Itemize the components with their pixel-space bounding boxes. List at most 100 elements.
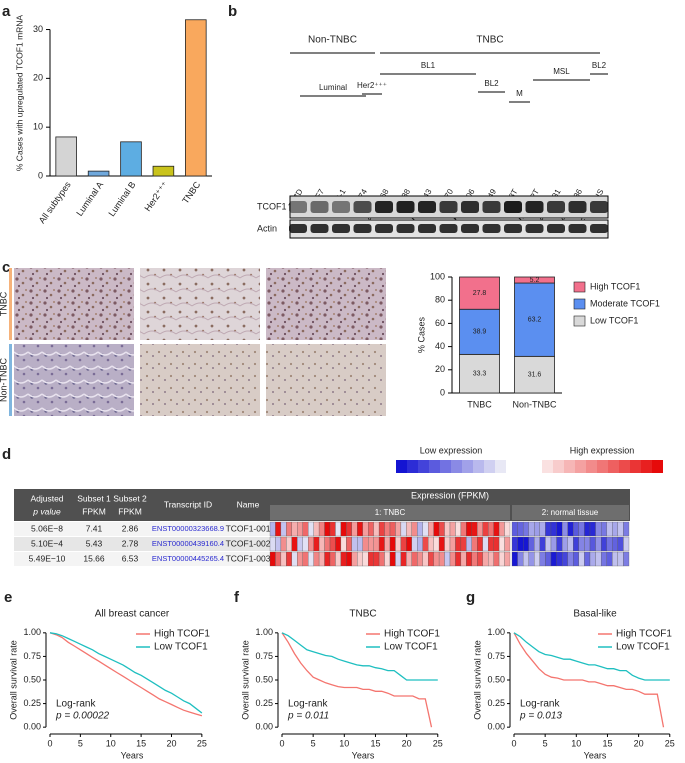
- table-row: [14, 522, 270, 536]
- heat-cell: [428, 551, 434, 567]
- survival-curve: [513, 632, 665, 728]
- heat-cell: [556, 551, 563, 567]
- cell: 5.06E−8: [31, 523, 63, 533]
- scale-cell: [608, 460, 619, 473]
- heat-cell: [280, 536, 287, 552]
- x-tick-label: 0: [279, 738, 284, 748]
- y-tick-label: 1.00: [255, 627, 273, 637]
- heat-cell: [357, 521, 363, 537]
- heat-cell: [498, 551, 505, 567]
- heat-cell: [573, 536, 580, 552]
- heat-cell: [438, 551, 445, 567]
- heat-cell: [324, 536, 331, 552]
- heat-cell: [455, 551, 462, 567]
- survival-curve: [281, 632, 438, 681]
- heat-cell: [384, 536, 391, 552]
- subset-header: [512, 505, 629, 520]
- row-bar: [9, 344, 12, 416]
- y-axis-label: % Cases: [416, 316, 426, 353]
- subgroup-label: Luminal: [319, 83, 347, 92]
- heat-cell: [578, 536, 585, 552]
- heat-cell: [460, 521, 467, 537]
- y-tick-label: 80: [435, 295, 445, 305]
- legend-label: High TCOF1: [154, 629, 210, 640]
- x-tick-label: 5: [78, 738, 83, 748]
- heat-cell: [417, 551, 423, 567]
- heat-cell: [528, 551, 535, 567]
- histology-image: [140, 344, 260, 416]
- scale-cell: [484, 460, 495, 473]
- bar: [120, 141, 142, 177]
- annotation: p = 0.013: [519, 711, 562, 722]
- heat-cell: [433, 551, 440, 567]
- heat-cell: [606, 521, 613, 537]
- heat-cell: [617, 551, 624, 567]
- subgroup-label: BL1: [421, 61, 436, 70]
- scale-cell: [564, 460, 575, 473]
- scale-cell: [542, 460, 553, 473]
- heat-cell: [595, 521, 602, 537]
- heat-cell: [550, 521, 557, 537]
- heat-cell: [411, 521, 418, 537]
- x-tick-label: 25: [433, 738, 443, 748]
- heat-cell: [378, 521, 385, 537]
- header-label: Expression (FPKM): [411, 490, 489, 500]
- value-label: 38.9: [473, 329, 487, 336]
- y-tick-label: 1.00: [487, 627, 505, 637]
- scale-cell: [418, 460, 429, 473]
- heat-cell: [471, 536, 478, 552]
- cell: 5.10E−4: [31, 538, 63, 548]
- y-tick-label: 1.00: [23, 627, 41, 637]
- heat-cell: [340, 536, 347, 552]
- legend-label: Low TCOF1: [590, 315, 638, 325]
- heat-cell: [623, 521, 630, 537]
- band: [289, 201, 307, 213]
- heat-cell: [406, 551, 412, 567]
- y-tick-label: 0.75: [23, 651, 41, 661]
- subset-header: [270, 505, 510, 520]
- heat-cell: [308, 521, 314, 537]
- scale-cell: [495, 460, 506, 473]
- heat-cell: [573, 551, 580, 567]
- heat-cell: [606, 536, 613, 552]
- band: [525, 224, 544, 233]
- value-label: 5.2: [530, 277, 540, 284]
- row-label: Actin: [257, 223, 277, 233]
- heat-cell: [280, 551, 287, 567]
- heat-cell: [522, 521, 529, 537]
- scale-cell: [553, 460, 564, 473]
- heat-cell: [308, 551, 314, 567]
- heat-cell: [291, 521, 298, 537]
- heat-cell: [561, 551, 568, 567]
- heat-cell: [297, 551, 303, 567]
- cell: ENST00000439160.4: [152, 539, 224, 548]
- heat-cell: [269, 521, 276, 537]
- heat-cell: [539, 521, 546, 537]
- y-tick-label: 0.75: [255, 651, 273, 661]
- chart-title: TNBC: [349, 609, 376, 620]
- heat-cell: [595, 551, 602, 567]
- x-tick-label: 10: [339, 738, 349, 748]
- heat-cell: [556, 521, 563, 537]
- heat-cell: [545, 551, 552, 567]
- heat-cell: [600, 521, 607, 537]
- y-tick-label: 60: [435, 318, 445, 328]
- heat-cell: [545, 536, 552, 552]
- scale-cell: [630, 460, 641, 473]
- heat-cell: [504, 521, 511, 537]
- heat-cell: [471, 551, 478, 567]
- heat-cell: [346, 521, 352, 537]
- heat-cell: [466, 521, 472, 537]
- heat-cell: [482, 551, 489, 567]
- band: [482, 224, 501, 233]
- legend-label: High TCOF1: [616, 629, 672, 640]
- x-tick-label: 5: [543, 738, 548, 748]
- heat-cell: [444, 536, 451, 552]
- heat-cell: [573, 521, 580, 537]
- y-tick-label: 20: [435, 364, 445, 374]
- scale-cell: [652, 460, 663, 473]
- band: [332, 201, 350, 213]
- y-tick-label: 0.50: [487, 674, 505, 684]
- table-row: [14, 537, 270, 551]
- heat-cell: [302, 521, 309, 537]
